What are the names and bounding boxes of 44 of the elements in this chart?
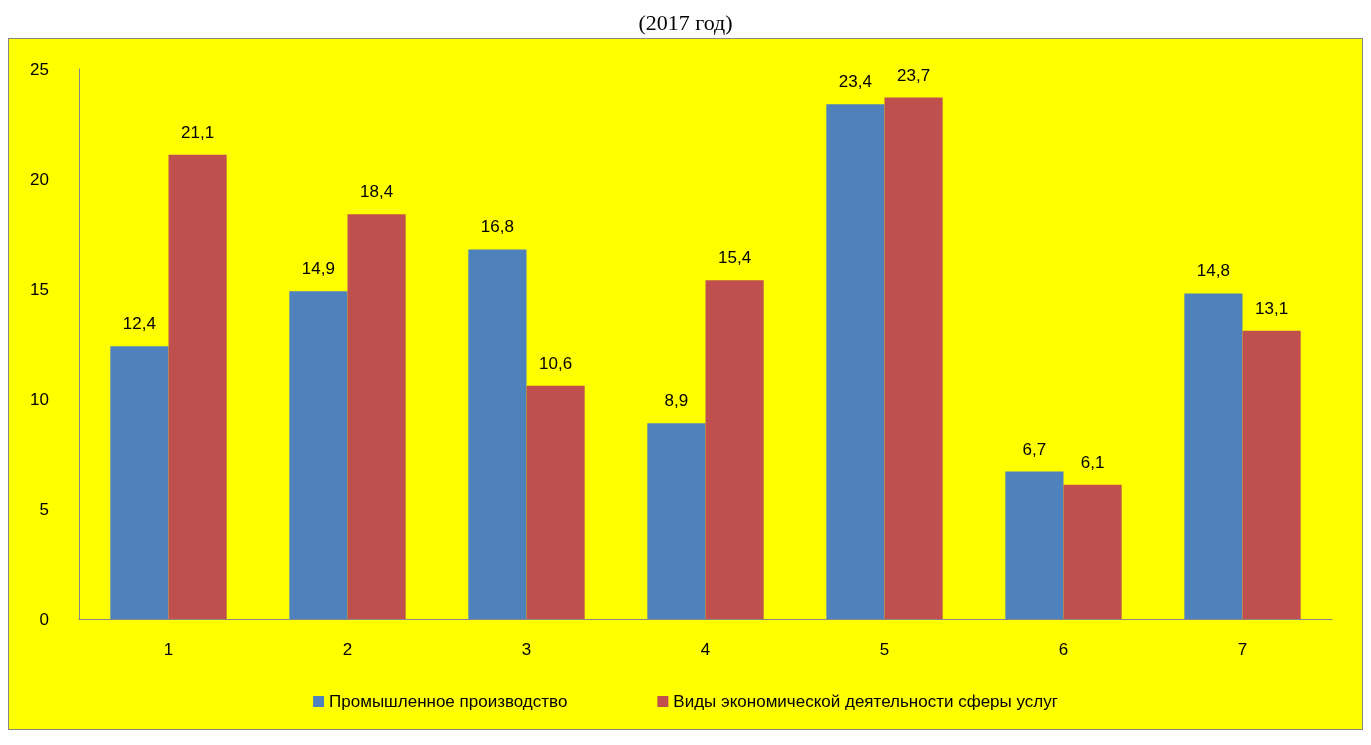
data-label: 6,1 [1080,452,1105,472]
bar [705,280,764,619]
data-label: 14,8 [1196,261,1230,281]
data-label: 8,9 [664,391,689,411]
data-label: 12,4 [122,314,156,334]
x-tick-label: 6 [1058,640,1069,659]
x-tick-label: 7 [1237,640,1248,659]
x-tick-label: 3 [521,640,532,659]
data-label: 10,6 [539,353,573,373]
x-tick-label: 1 [163,640,174,659]
bar [468,249,527,619]
y-tick-label: 10 [30,389,49,409]
legend-label: Промышленное производство [329,692,568,711]
bar [1005,471,1064,619]
x-tick-label: 2 [342,640,353,659]
data-label: 21,1 [181,122,215,142]
data-label: 23,4 [838,72,872,92]
x-tick-label: 4 [700,640,711,659]
data-label: 16,8 [480,217,514,237]
bar [347,214,406,619]
data-label: 18,4 [360,182,394,202]
bar [1063,484,1122,619]
y-tick-label: 5 [39,499,49,519]
y-tick-label: 0 [39,609,49,629]
data-label: 13,1 [1255,298,1289,318]
data-label: 23,7 [897,65,931,85]
bar [884,97,943,619]
bar [289,291,348,619]
bar [1242,330,1301,619]
y-tick-label: 15 [30,279,49,299]
data-label: 14,9 [301,259,335,279]
chart-title: (2017 год) [637,9,734,37]
data-label: 6,7 [1022,439,1047,459]
bar [1184,293,1243,619]
bar [526,385,585,619]
bar [826,104,885,619]
y-tick-label: 25 [30,59,49,79]
legend-label: Виды экономической деятельности сферы услуг [673,692,1058,711]
x-tick-label: 5 [879,640,890,659]
bar [647,423,706,619]
data-label: 15,4 [718,248,752,268]
y-tick-label: 20 [30,169,49,189]
bar [168,154,227,619]
bar [110,346,169,619]
